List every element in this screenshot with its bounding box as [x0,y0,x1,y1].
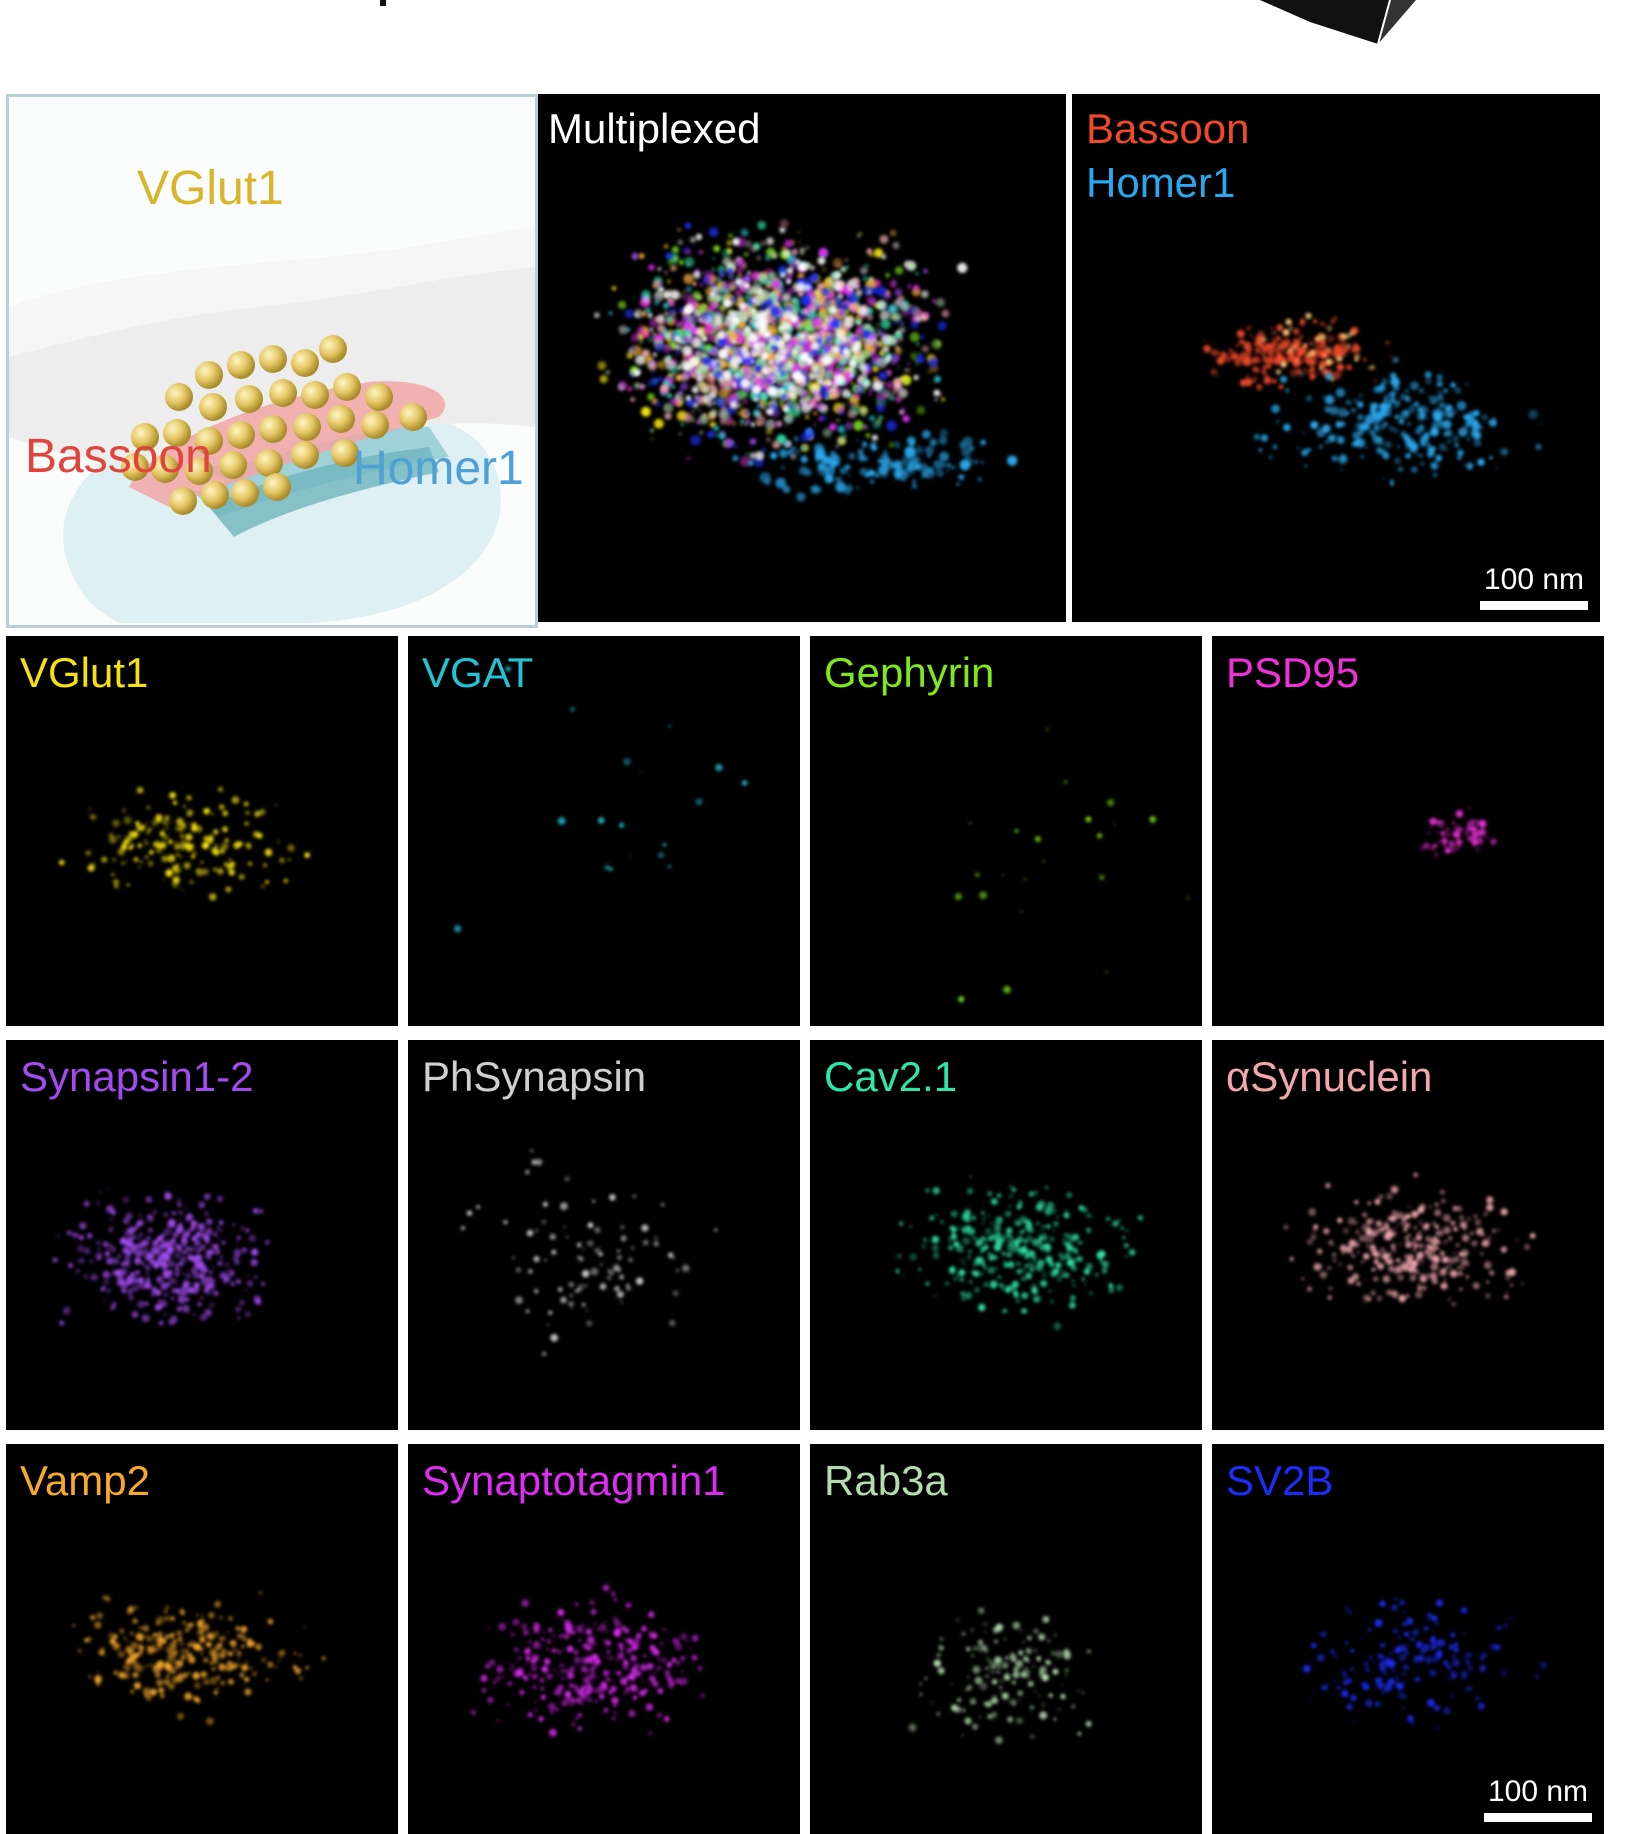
marker-panel-cav2-1: Cav2.1 [810,1040,1202,1430]
marker-signal [1303,1598,1547,1729]
marker-signal [955,728,1189,1002]
marker-panel-vgat: VGAT [408,636,800,1026]
marker-panel--synuclein: αSynuclein [1212,1040,1604,1430]
schematic-label-bassoon: Bassoon [25,433,212,481]
marker-label: Gephyrin [824,652,994,694]
schematic-label-homer1: Homer1 [353,445,524,493]
marker-panel-synapsin1-2: Synapsin1-2 [6,1040,398,1430]
scale-bar-top: 100 nm [1480,565,1588,610]
marker-panel-synaptotagmin1: Synaptotagmin1 [408,1444,800,1834]
marker-signal [909,1607,1092,1744]
marker-signal [59,787,310,901]
marker-signal [1420,807,1497,857]
marker-label: VGlut1 [20,652,148,694]
panel-label-bassoon: Bassoon [1086,108,1249,150]
marker-signal [1284,1173,1536,1306]
scale-bar-grid-line [1484,1813,1592,1822]
marker-panel-phsynapsin: PhSynapsin [408,1040,800,1430]
marker-label: SV2B [1226,1460,1333,1502]
bassoon-signal [1203,317,1391,394]
scale-bar-grid: 100 nm [1484,1777,1592,1822]
scale-bar-top-line [1480,601,1588,610]
marker-panel-rab3a: Rab3a [810,1444,1202,1834]
panel-label-homer1: Homer1 [1086,162,1235,204]
panel-label-multiplexed: Multiplexed [548,108,760,150]
schematic-label-vglut1: VGlut1 [137,165,284,213]
marker-label: αSynuclein [1226,1056,1432,1098]
marker-panel-gephyrin: Gephyrin [810,636,1202,1026]
cropped-3d-shape [1240,0,1440,48]
marker-panel-psd95: PSD95 [1212,636,1604,1026]
synapse-schematic: VGlut1 Bassoon Homer1 [6,94,538,628]
marker-label: PSD95 [1226,652,1359,694]
marker-label: Rab3a [824,1460,948,1502]
marker-label: Synapsin1-2 [20,1056,253,1098]
scale-bar-grid-label: 100 nm [1484,1777,1592,1807]
bassoon-homer1-image-panel: Bassoon Homer1 100 nm [1072,94,1600,622]
marker-signal [72,1592,325,1726]
marker-label: PhSynapsin [422,1056,646,1098]
homer1-signal [1254,357,1543,486]
cropped-mark [380,0,386,6]
marker-signal [461,1149,718,1356]
marker-label: VGAT [422,652,533,694]
marker-signal [53,1188,270,1326]
marker-panel-vamp2: Vamp2 [6,1444,398,1834]
marker-signal [454,666,748,932]
multiplexed-image-panel: Multiplexed [538,94,1066,622]
marker-panel-sv2b: SV2B 100 nm [1212,1444,1604,1834]
marker-signal [896,1175,1144,1330]
multiplexed-image [538,94,1066,622]
scale-bar-top-label: 100 nm [1480,565,1588,595]
marker-label: Synaptotagmin1 [422,1460,726,1502]
marker-panel-vglut1: VGlut1 [6,636,398,1026]
marker-label: Cav2.1 [824,1056,957,1098]
marker-label: Vamp2 [20,1460,150,1502]
marker-signal [471,1584,705,1736]
